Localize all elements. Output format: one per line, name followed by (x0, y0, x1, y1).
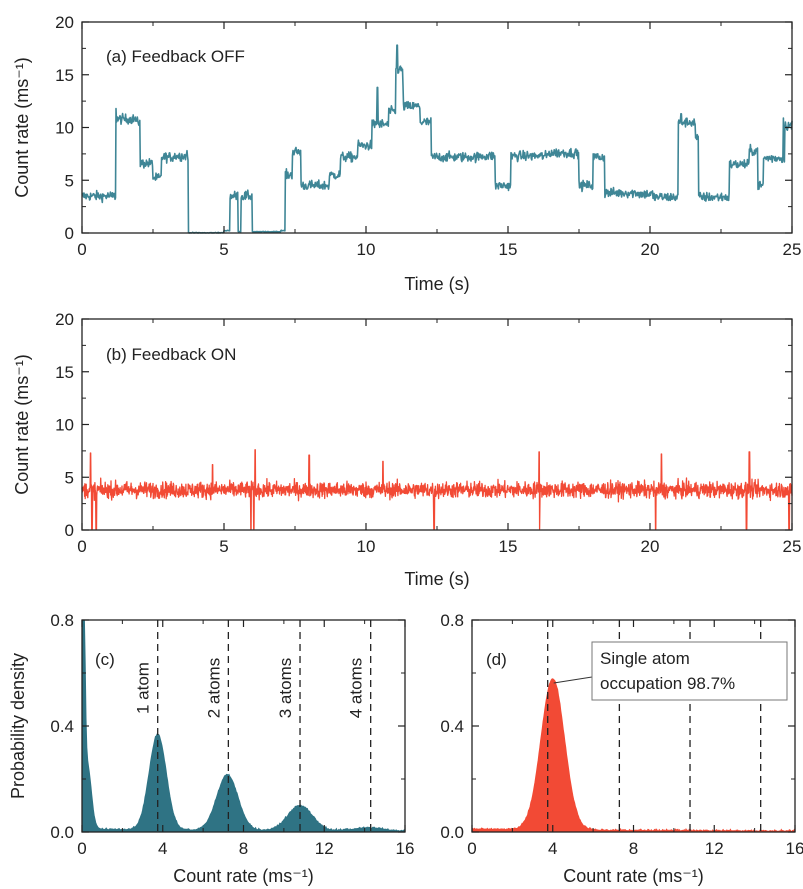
x-tick-label: 16 (786, 839, 803, 858)
x-tick-label: 10 (357, 537, 376, 556)
panel-label: (a) Feedback OFF (106, 47, 245, 66)
panel-a-feedback-off: 0 5 10 15 20 25 0 5 10 15 20 Time (s) Count rate (ms… (12, 13, 801, 294)
x-tick-label: 15 (499, 537, 518, 556)
x-tick-label: 5 (219, 537, 228, 556)
x-tick-label: 0 (77, 537, 86, 556)
x-tick-label: 12 (705, 839, 724, 858)
y-tick-label: 5 (65, 468, 74, 487)
panel-label: (b) Feedback ON (106, 345, 236, 364)
x-axis-label: Time (s) (404, 274, 469, 294)
series-line-feedback-off (81, 44, 793, 234)
y-tick-label: 0.4 (440, 717, 464, 736)
x-tick-label: 10 (357, 240, 376, 259)
panel-b-feedback-on: 0 5 10 15 20 25 0 5 10 15 20 Time (s) Count rate (ms… (12, 310, 801, 589)
y-tick-label: 0.8 (440, 611, 464, 630)
y-tick-label: 0.0 (440, 823, 464, 842)
x-tick-label: 4 (548, 839, 557, 858)
annotation-box (591, 641, 788, 701)
histogram-area (471, 678, 796, 833)
x-tick-label: 8 (239, 839, 248, 858)
y-axis-label: Probability density (8, 653, 28, 799)
annotation-text: occupation 98.7% (600, 674, 735, 693)
annotation-pointer (553, 676, 593, 684)
y-tick-label: 15 (55, 363, 74, 382)
x-tick-label: 8 (629, 839, 638, 858)
y-tick-label: 0.8 (50, 611, 74, 630)
panel-c-histogram-off: 1 atom 2 atoms 3 atoms 4 atoms 0 4 8 12 16 0.0 0.4… (8, 611, 414, 886)
y-tick-label: 10 (55, 416, 74, 435)
plot-frame (81, 619, 406, 833)
histogram-area (81, 619, 406, 833)
y-tick-label: 0.0 (50, 823, 74, 842)
x-tick-label: 0 (77, 240, 86, 259)
x-tick-label: 4 (158, 839, 167, 858)
x-axis-label: Count rate (ms⁻¹) (563, 866, 704, 886)
panel-label: (d) (486, 650, 507, 669)
annotation-text: Single atom (600, 649, 690, 668)
x-tick-label: 0 (77, 839, 86, 858)
x-axis-label: Count rate (ms⁻¹) (173, 866, 314, 886)
series-line-feedback-on (81, 449, 793, 530)
y-tick-label: 20 (55, 13, 74, 32)
x-tick-label: 20 (641, 537, 660, 556)
atom-number-label: 2 atoms (204, 658, 223, 718)
x-tick-label: 5 (219, 240, 228, 259)
y-axis-label: Count rate (ms⁻¹) (12, 57, 32, 198)
panel-label: (c) (95, 650, 115, 669)
y-tick-label: 5 (65, 171, 74, 190)
atom-number-label: 3 atoms (276, 658, 295, 718)
x-tick-label: 0 (467, 839, 476, 858)
y-tick-label: 15 (55, 66, 74, 85)
x-tick-label: 25 (783, 537, 802, 556)
x-axis-label: Time (s) (404, 569, 469, 589)
x-tick-label: 15 (499, 240, 518, 259)
y-axis-label: Count rate (ms⁻¹) (12, 354, 32, 495)
x-tick-label: 12 (315, 839, 334, 858)
panel-d-histogram-on: Single atom occupation 98.7% 0 4 8 12 16 0.0 0.4… (440, 611, 803, 886)
y-tick-label: 20 (55, 310, 74, 329)
atom-number-label: 1 atom (134, 662, 153, 714)
atom-number-label: 4 atoms (347, 658, 366, 718)
x-tick-label: 20 (641, 240, 660, 259)
x-tick-label: 16 (396, 839, 415, 858)
y-tick-label: 0 (65, 224, 74, 243)
y-tick-label: 0 (65, 521, 74, 540)
x-tick-label: 25 (783, 240, 802, 259)
y-tick-label: 0.4 (50, 717, 74, 736)
y-tick-label: 10 (55, 119, 74, 138)
